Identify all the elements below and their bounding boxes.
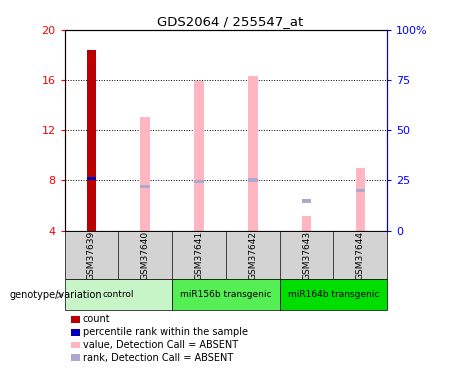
Text: GSM37643: GSM37643 [302,231,311,280]
Text: rank, Detection Call = ABSENT: rank, Detection Call = ABSENT [83,353,233,363]
Bar [140,117,150,231]
Bar [355,189,365,192]
Bar [87,177,96,180]
Text: GSM37642: GSM37642 [248,231,257,280]
Bar [71,329,80,336]
Bar [301,216,311,231]
Bar [280,279,387,310]
Bar [71,354,80,361]
Bar [71,342,80,348]
Bar [71,316,80,323]
Bar [355,168,365,231]
Bar [140,185,150,189]
Text: miR156b transgenic: miR156b transgenic [180,290,272,299]
Bar [194,180,204,183]
Text: GSM37640: GSM37640 [141,231,150,280]
Text: GSM37639: GSM37639 [87,231,96,280]
Text: GDS2064 / 255547_at: GDS2064 / 255547_at [157,15,304,28]
Text: value, Detection Call = ABSENT: value, Detection Call = ABSENT [83,340,238,350]
Bar [194,81,204,231]
Text: control: control [103,290,134,299]
Text: GSM37641: GSM37641 [195,231,203,280]
Bar [172,279,280,310]
Text: GSM37644: GSM37644 [356,231,365,280]
Text: count: count [83,315,111,324]
Bar [248,76,258,231]
Bar [87,177,96,180]
Bar [248,178,258,182]
Text: miR164b transgenic: miR164b transgenic [288,290,379,299]
Text: genotype/variation: genotype/variation [9,290,102,300]
Bar [65,279,172,310]
Text: percentile rank within the sample: percentile rank within the sample [83,327,248,337]
Bar [301,200,311,203]
Bar [87,50,96,231]
